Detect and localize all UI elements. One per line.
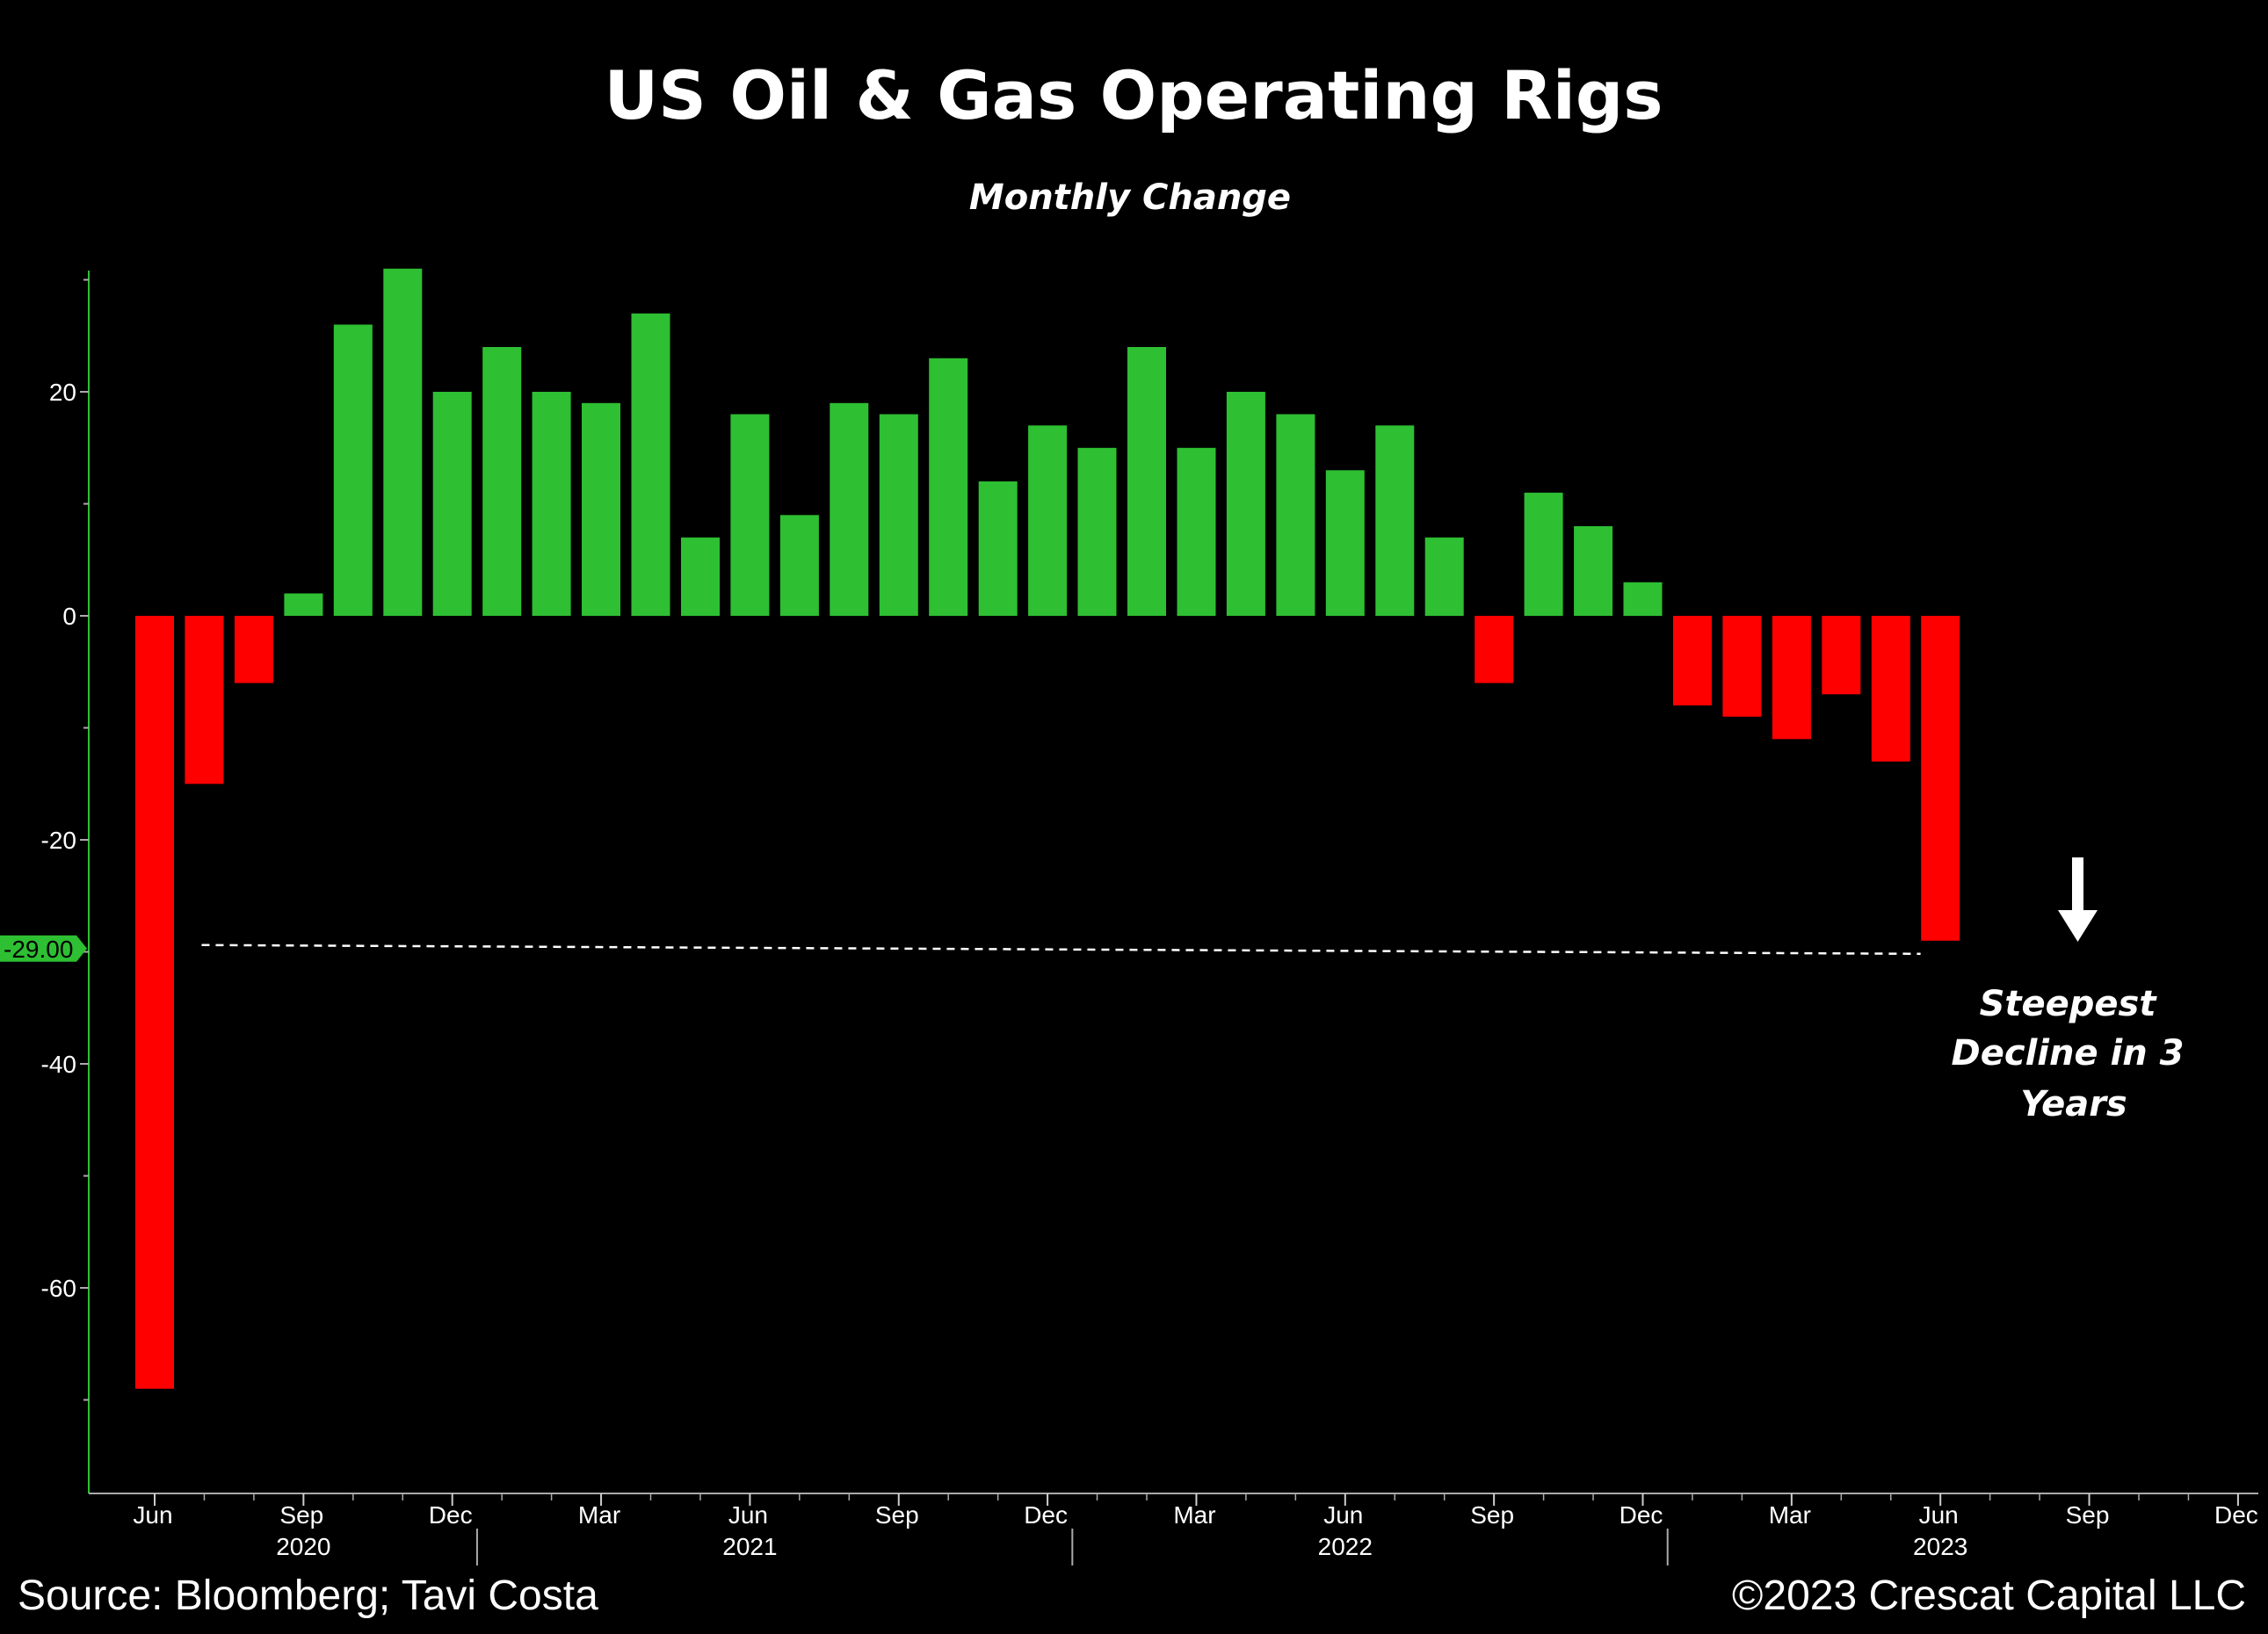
annotation-line-1: Steepest [1980,984,2158,1024]
bar [1623,582,1663,617]
copyright-notice: ©2023 Crescat Capital LLC [1732,1573,2246,1619]
y-tick-label: 20 [49,379,76,406]
y-tick-label: -60 [41,1275,76,1302]
annotation-line-3: Years [2020,1084,2127,1124]
x-month-label: Sep [279,1501,323,1529]
bar [730,414,770,616]
bar [1574,526,1613,616]
bar [135,616,174,1389]
bar [234,616,273,683]
y-tick-label: -40 [41,1051,76,1078]
bar [1822,616,1861,695]
bar [681,537,720,617]
bar [532,392,571,616]
bar [978,481,1018,616]
y-axis: 20 0 -20 -40 -60 [41,271,90,1493]
x-year-label: 2022 [1318,1533,1373,1560]
x-month-label: Dec [1024,1501,1068,1529]
reference-value-label: -29.00 [4,936,73,963]
bar [1524,492,1563,617]
bar [779,515,819,617]
bar [284,593,323,616]
bar [1276,414,1315,616]
down-arrow-icon [2058,857,2098,942]
x-month-label: Sep [1470,1501,1514,1529]
bar [1325,470,1365,617]
bar [1424,537,1464,617]
x-month-label: Dec [2214,1501,2258,1529]
bar [1871,616,1910,762]
bar [1127,347,1166,616]
bar [482,347,522,616]
bar [1226,392,1265,616]
x-axis: Jun Sep Dec Mar Jun Sep Dec Mar Jun Sep Dec Mar Jun S… [89,1493,2258,1565]
source-credit: Source: Bloomberg; Tavi Costa [18,1573,598,1619]
x-year-label: 2023 [1913,1533,1967,1560]
chart-title: US Oil & Gas Operating Rigs [604,56,1663,134]
bar [432,392,472,616]
bar [1772,616,1811,740]
annotation-text: Steepest Decline in 3 Years [1952,984,2197,1124]
y-tick-label: 0 [62,603,76,630]
x-month-label: Mar [1173,1501,1215,1529]
bar [333,324,373,616]
bar [1475,616,1514,683]
x-month-label: Mar [578,1501,620,1529]
annotation-line-2: Decline in 3 [1952,1033,2185,1074]
bar [631,313,670,617]
bar [1921,616,1960,941]
bar [1077,447,1117,617]
annotation-group: Steepest Decline in 3 Years [1952,857,2197,1124]
bar [1028,425,1068,617]
bar [1375,425,1415,617]
bar [879,414,918,616]
x-month-label: Jun [728,1501,768,1529]
x-month-label: Mar [1769,1501,1811,1529]
bar [1177,447,1216,617]
x-month-label: Jun [1919,1501,1959,1529]
x-month-label: Sep [2066,1501,2110,1529]
reference-value-marker [0,935,87,962]
x-month-label: Dec [429,1501,473,1529]
x-month-label: Jun [133,1501,172,1529]
bar [929,358,968,617]
x-year-label: 2020 [276,1533,330,1560]
chart-subtitle: Monthly Change [969,177,1291,218]
bar [1673,616,1712,705]
bar [830,402,869,617]
bar-series [135,268,1960,1389]
bar [185,616,224,784]
y-tick-label: -20 [41,827,76,854]
reference-dashed-line [201,944,1921,955]
bar [1722,616,1762,717]
x-month-label: Dec [1619,1501,1663,1529]
x-month-label: Jun [1323,1501,1363,1529]
bar [383,268,423,617]
x-year-label: 2021 [722,1533,777,1560]
bar [582,402,620,617]
reference-line-group: -29.00 [0,935,1921,963]
x-month-label: Sep [875,1501,919,1529]
